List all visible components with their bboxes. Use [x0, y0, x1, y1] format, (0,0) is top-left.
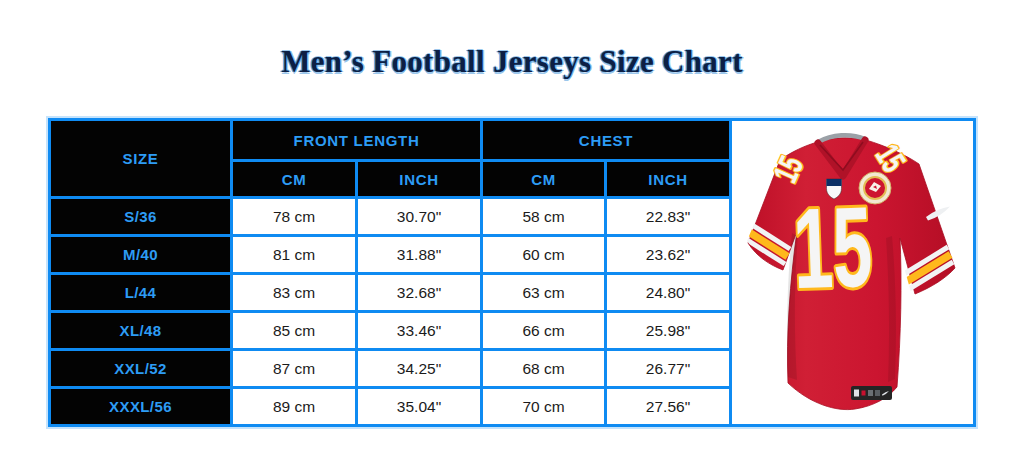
- front-length-cm-value: 78 cm: [232, 198, 357, 236]
- front-length-inch-value: 33.46": [357, 312, 482, 350]
- header-front-cm: CM: [232, 161, 357, 198]
- header-front-length: FRONT LENGTH: [232, 120, 482, 161]
- front-length-cm-value: 83 cm: [232, 274, 357, 312]
- svg-text:15: 15: [791, 182, 874, 312]
- jersey-image-cell: 15 15 15: [731, 120, 975, 426]
- chest-inch-value: 23.62": [606, 236, 731, 274]
- chest-inch-value: 27.56": [606, 388, 731, 426]
- front-length-inch-value: 35.04": [357, 388, 482, 426]
- size-label: XXL/52: [50, 350, 232, 388]
- team-patch-icon: [859, 172, 891, 204]
- chest-cm-value: 63 cm: [482, 274, 606, 312]
- jersey-number-chest: 15: [791, 182, 874, 312]
- chest-cm-value: 66 cm: [482, 312, 606, 350]
- size-chart-table: SIZE FRONT LENGTH CHEST: [48, 118, 976, 427]
- front-length-cm-value: 87 cm: [232, 350, 357, 388]
- size-label: XXXL/56: [50, 388, 232, 426]
- front-length-cm-value: 85 cm: [232, 312, 357, 350]
- jersey-image: 15 15 15: [734, 121, 972, 420]
- chest-inch-value: 24.80": [606, 274, 731, 312]
- page-title: Men’s Football Jerseys Size Chart: [0, 44, 1024, 80]
- size-label: XL/48: [50, 312, 232, 350]
- chest-cm-value: 70 cm: [482, 388, 606, 426]
- chest-inch-value: 22.83": [606, 198, 731, 236]
- header-group-row: SIZE FRONT LENGTH CHEST: [50, 120, 975, 161]
- header-chest: CHEST: [482, 120, 731, 161]
- header-chest-inch: INCH: [606, 161, 731, 198]
- front-length-inch-value: 30.70": [357, 198, 482, 236]
- jock-tag: [851, 386, 892, 400]
- header-chest-cm: CM: [482, 161, 606, 198]
- front-length-cm-value: 89 cm: [232, 388, 357, 426]
- chest-cm-value: 60 cm: [482, 236, 606, 274]
- size-label: S/36: [50, 198, 232, 236]
- front-length-inch-value: 32.68": [357, 274, 482, 312]
- front-length-inch-value: 34.25": [357, 350, 482, 388]
- header-size: SIZE: [50, 120, 232, 198]
- front-length-inch-value: 31.88": [357, 236, 482, 274]
- page: Men’s Football Jerseys Size Chart SIZE F…: [0, 0, 1024, 471]
- chest-inch-value: 26.77": [606, 350, 731, 388]
- chest-cm-value: 68 cm: [482, 350, 606, 388]
- chest-cm-value: 58 cm: [482, 198, 606, 236]
- header-front-inch: INCH: [357, 161, 482, 198]
- chest-inch-value: 25.98": [606, 312, 731, 350]
- front-length-cm-value: 81 cm: [232, 236, 357, 274]
- size-label: L/44: [50, 274, 232, 312]
- size-label: M/40: [50, 236, 232, 274]
